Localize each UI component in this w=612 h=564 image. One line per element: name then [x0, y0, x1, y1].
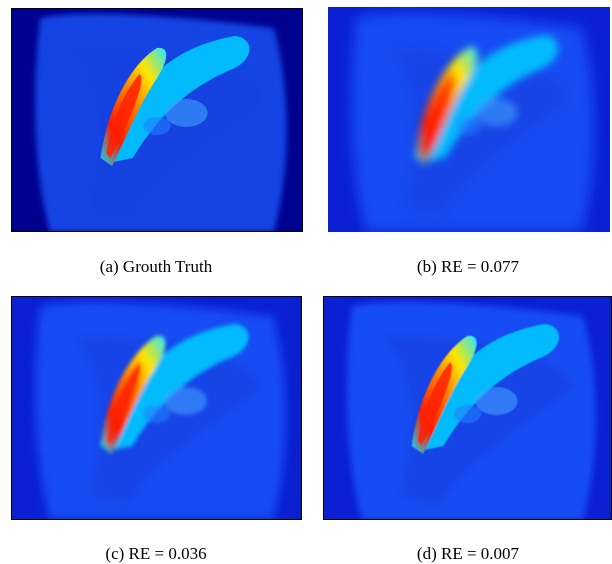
- caption-a: (a) Grouth Truth: [99, 257, 213, 276]
- caption-d: (d) RE = 0.007: [416, 544, 520, 563]
- panel-d-image: [323, 296, 612, 520]
- panel-b-image: [328, 7, 610, 232]
- panel-c-image: [11, 296, 302, 520]
- panel-a-image: [11, 8, 303, 232]
- caption-b: (b) RE = 0.077: [416, 257, 520, 276]
- caption-c: (c) RE = 0.036: [105, 544, 207, 563]
